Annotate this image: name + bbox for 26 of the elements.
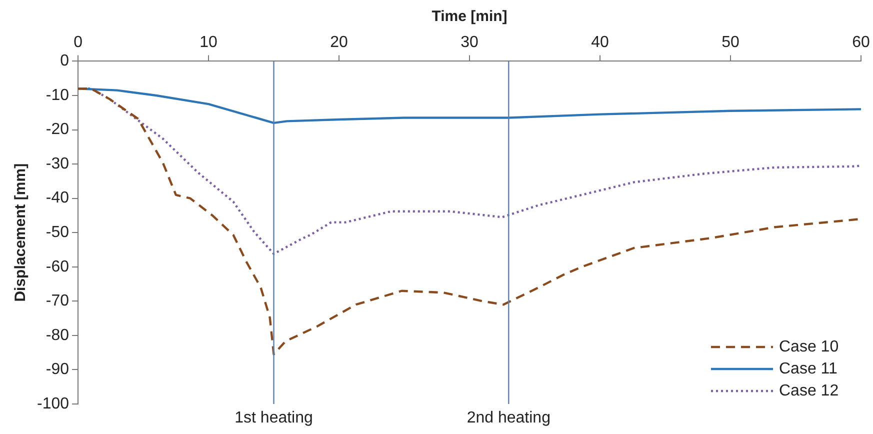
- y-tick-label: -40: [46, 190, 70, 207]
- y-tick-label: 0: [60, 52, 70, 70]
- legend-label: Case 11: [779, 360, 838, 378]
- y-tick-label: -60: [46, 258, 70, 276]
- x-tick-label: 0: [74, 34, 83, 52]
- x-tick-label: 30: [460, 34, 479, 52]
- y-tick-label: -80: [46, 326, 70, 344]
- y-tick-label: -30: [46, 155, 70, 172]
- ref-line-label: 2nd heating: [466, 409, 550, 426]
- y-tick-label: -50: [46, 224, 70, 242]
- y-axis-title: Displacement [mm]: [12, 163, 30, 302]
- x-tick-label: 20: [330, 34, 348, 52]
- y-tick-label: -100: [36, 395, 70, 412]
- x-tick-label: 60: [852, 34, 870, 52]
- x-tick-label: 40: [591, 34, 610, 52]
- y-tick-label: -90: [46, 361, 70, 378]
- y-tick-label: -10: [46, 86, 70, 104]
- legend-label: Case 10: [779, 338, 839, 356]
- y-tick-label: -20: [46, 121, 70, 138]
- x-axis-title: Time [min]: [432, 8, 508, 26]
- x-tick-label: 10: [200, 34, 218, 52]
- y-tick-label: -70: [46, 292, 70, 310]
- ref-line-label: 1st heating: [234, 409, 313, 426]
- line-series: [78, 88, 861, 356]
- x-tick-label: 50: [722, 34, 740, 52]
- legend-label: Case 12: [779, 382, 839, 400]
